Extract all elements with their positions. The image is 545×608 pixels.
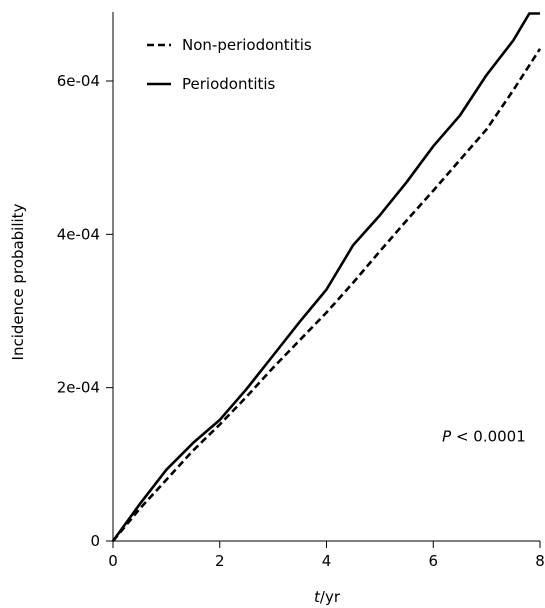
y-axis-label: Incidence probability (9, 203, 27, 360)
p-value-symbol: P (442, 427, 452, 445)
y-tick-label: 0 (90, 532, 100, 550)
series-layer (111, 12, 542, 542)
axes: 0 2 4 6 8 0 2e-04 4e-04 6e-04 (57, 12, 545, 570)
p-value-annotation: P < 0.0001 (442, 427, 526, 445)
legend: Non-periodontitis Periodontitis (147, 36, 312, 93)
series-line-non-periodontitis (111, 48, 542, 542)
legend-label: Periodontitis (182, 75, 276, 93)
x-tick-label: 8 (535, 552, 545, 570)
legend-label: Non-periodontitis (182, 36, 312, 54)
x-axis-label-unit: /yr (320, 588, 341, 606)
p-value-text: < 0.0001 (451, 427, 526, 445)
x-axis-label-italic: t (314, 588, 321, 606)
x-tick-label: 0 (108, 552, 118, 570)
x-tick-label: 4 (322, 552, 332, 570)
y-tick-label: 6e-04 (57, 72, 100, 90)
y-tick-label: 4e-04 (57, 225, 100, 243)
x-tick-label: 2 (215, 552, 225, 570)
x-tick-label: 6 (428, 552, 438, 570)
x-axis-label: t/yr (314, 588, 341, 606)
y-tick-label: 2e-04 (57, 379, 100, 397)
series-line-periodontitis (111, 12, 540, 542)
